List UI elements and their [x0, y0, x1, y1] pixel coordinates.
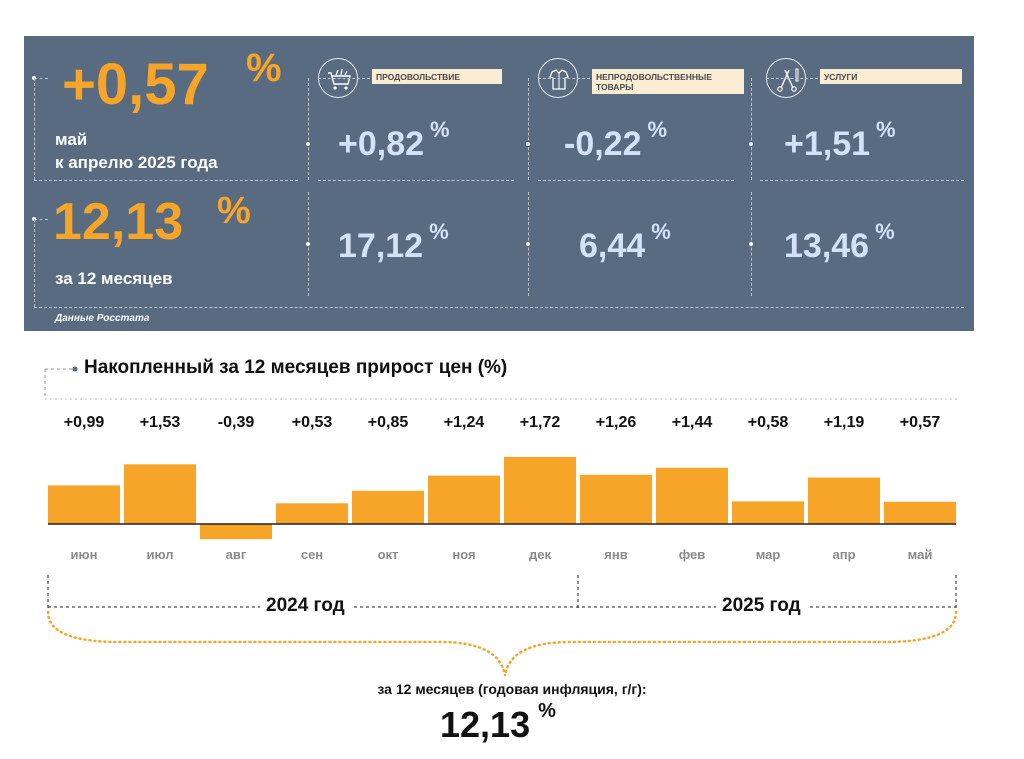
bar-июн [48, 485, 120, 524]
value-label-апр: +1,19 [824, 414, 865, 431]
bar-июл [124, 464, 196, 524]
value-label-ноя: +1,24 [444, 414, 485, 431]
divider [34, 78, 35, 180]
month-label-фев: фев [679, 547, 705, 562]
month-label-сен: сен [301, 547, 323, 562]
value-label-июн: +0,99 [64, 414, 105, 431]
food-monthly-value: +0,82% [338, 117, 450, 163]
bar-янв [580, 474, 652, 524]
bar-дек [504, 456, 576, 524]
year-label-2024: 2024 год [260, 595, 351, 617]
bar-май [884, 501, 956, 524]
chart-title: Накопленный за 12 месяцев прирост цен (%… [84, 357, 508, 378]
bar-авг [200, 524, 272, 540]
bullet-dot [72, 366, 78, 372]
bar-апр [808, 477, 880, 524]
month-label-мар: мар [756, 547, 781, 562]
annual-inflation-caption: за 12 месяцев (годовая инфляция, г/г): [377, 681, 647, 697]
value-label-янв: +1,26 [596, 414, 637, 431]
nonfood-monthly-value: -0,22% [564, 117, 668, 163]
divider [34, 180, 298, 181]
monthly-change-label: май к апрелю 2025 года [55, 130, 218, 172]
divider [308, 78, 309, 180]
bar-ноя [428, 475, 500, 524]
value-label-июл: +1,53 [140, 414, 181, 431]
divider [34, 219, 35, 307]
value-label-окт: +0,85 [368, 414, 409, 431]
value-label-фев: +1,44 [672, 414, 713, 431]
annual-inflation-value: 12,13% [440, 700, 556, 745]
bullet-dot [749, 142, 753, 146]
services-annual-value: 13,46% [784, 219, 895, 265]
divider [538, 78, 590, 79]
divider [34, 219, 48, 220]
services-monthly-value: +1,51% [784, 117, 896, 163]
month-label-янв: янв [604, 547, 627, 562]
nonfood-annual-value: 6,44% [579, 219, 671, 265]
divider [528, 78, 529, 180]
divider [34, 307, 964, 308]
bar-мар [732, 501, 804, 524]
bars-layer: +0,99 июн +1,53 июл -0,39 авг +0,53 сен +0,85 окт… [48, 414, 956, 562]
bar-окт [352, 490, 424, 524]
value-label-мар: +0,58 [748, 414, 789, 431]
bullet-dot [749, 242, 753, 246]
source-note: Данные Росстата [55, 313, 150, 324]
year-label-2025: 2025 год [716, 595, 807, 617]
value-label-дек: +1,72 [520, 414, 561, 431]
divider [766, 78, 818, 79]
monthly-change-value: +0,57% [62, 46, 282, 117]
divider [760, 180, 964, 181]
divider [34, 78, 48, 79]
bar-сен [276, 503, 348, 524]
annual-brace [46, 610, 958, 677]
month-label-окт: окт [378, 547, 399, 562]
divider [318, 78, 370, 79]
divider [318, 180, 514, 181]
food-annual-value: 17,12% [338, 219, 449, 265]
value-label-май: +0,57 [900, 414, 941, 431]
category-tag-nonfood: НЕПРОДОВОЛЬСТВЕННЫЕ ТОВАРЫ [592, 69, 744, 94]
divider [538, 180, 734, 181]
month-label-авг: авг [226, 547, 247, 562]
bullet-dot [306, 242, 310, 246]
bar-фев [656, 467, 728, 524]
annual-change-label: за 12 месяцев [55, 269, 173, 288]
value-label-сен: +0,53 [292, 414, 333, 431]
month-label-ноя: ноя [452, 547, 475, 562]
month-label-май: май [908, 547, 933, 562]
bullet-dot [526, 242, 530, 246]
annual-change-value: 12,13% [53, 190, 251, 251]
value-label-авг: -0,39 [218, 414, 255, 431]
month-label-июл: июл [146, 547, 173, 562]
month-label-июн: июн [71, 547, 98, 562]
divider [751, 78, 752, 180]
summary-panel: +0,57% май к апрелю 2025 года 12,13% за … [24, 36, 974, 331]
bullet-dot [306, 142, 310, 146]
month-label-дек: дек [529, 547, 551, 562]
month-label-апр: апр [832, 547, 855, 562]
bullet-dot [526, 142, 530, 146]
category-tag-services: УСЛУГИ [820, 69, 962, 84]
category-tag-food: ПРОДОВОЛЬСТВИЕ [372, 69, 502, 84]
